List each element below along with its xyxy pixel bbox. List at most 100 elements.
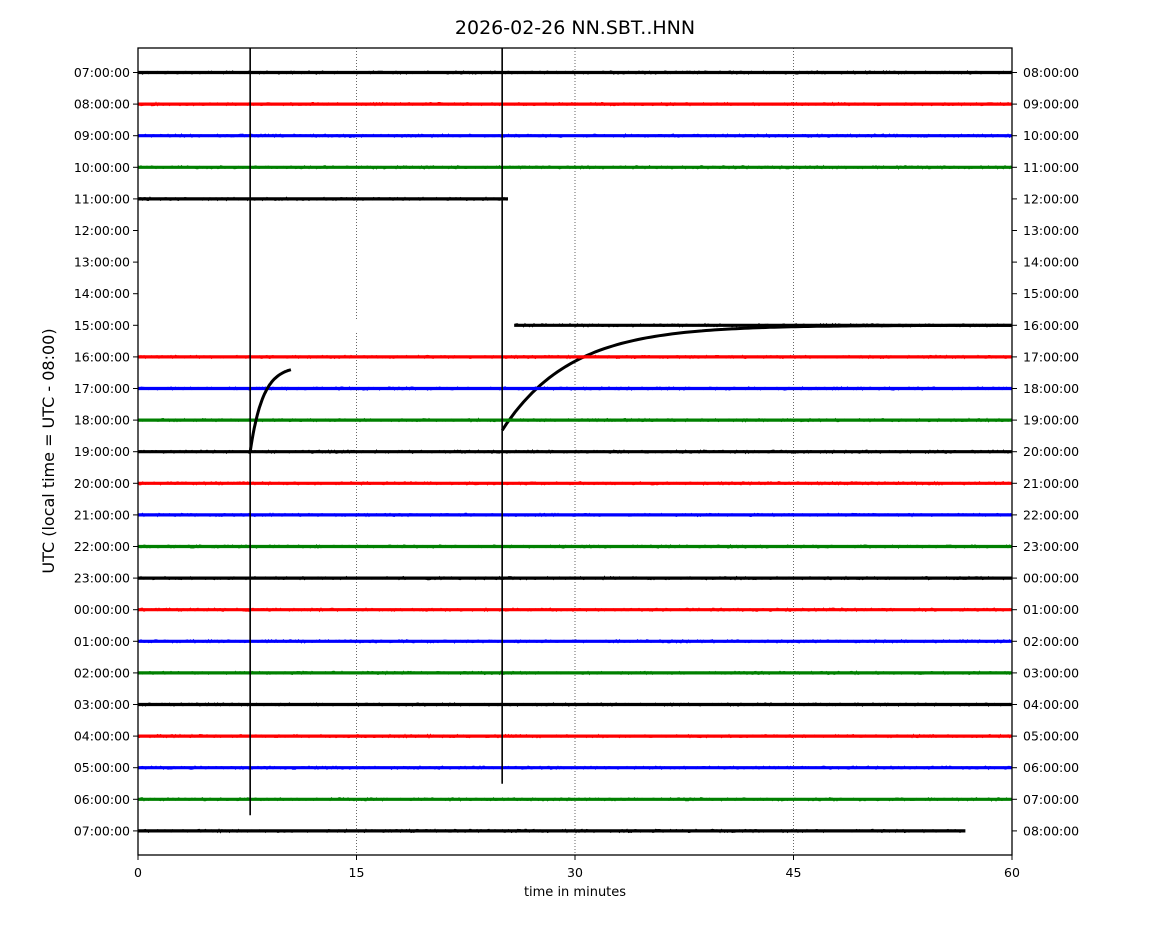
y-tick-label-right: 10:00:00 bbox=[1023, 128, 1079, 143]
y-tick-label-left: 11:00:00 bbox=[74, 191, 130, 206]
trace-noise bbox=[137, 480, 1012, 486]
y-tick-label-left: 14:00:00 bbox=[74, 286, 130, 301]
y-tick-label-left: 02:00:00 bbox=[74, 665, 130, 680]
y-tick-label-right: 00:00:00 bbox=[1023, 571, 1079, 586]
event-markers bbox=[249, 48, 503, 816]
y-tick-label-right: 23:00:00 bbox=[1023, 539, 1079, 554]
y-tick-label-left: 09:00:00 bbox=[74, 128, 130, 143]
y-tick-label-left: 00:00:00 bbox=[74, 602, 130, 617]
trace bbox=[137, 512, 1012, 518]
x-tick-label: 15 bbox=[349, 865, 365, 880]
y-tick-label-left: 07:00:00 bbox=[74, 823, 130, 838]
y-tick-label-right: 04:00:00 bbox=[1023, 697, 1079, 712]
y-tick-label-left: 20:00:00 bbox=[74, 476, 130, 491]
y-tick-label-left: 18:00:00 bbox=[74, 413, 130, 428]
y-tick-label-left: 23:00:00 bbox=[74, 571, 130, 586]
trace-noise bbox=[137, 133, 1012, 139]
x-tick-label: 60 bbox=[1004, 865, 1020, 880]
trace-noise bbox=[137, 70, 1012, 75]
trace bbox=[137, 670, 1012, 676]
trace-noise bbox=[137, 701, 1012, 708]
trace-noise bbox=[137, 354, 1011, 360]
trace bbox=[137, 354, 1012, 360]
trace-noise bbox=[137, 796, 1012, 802]
trace bbox=[137, 164, 1012, 171]
y-tick-label-left: 12:00:00 bbox=[74, 223, 130, 238]
y-axis-label: UTC (local time = UTC - 08:00) bbox=[39, 328, 58, 573]
y-tick-label-right: 08:00:00 bbox=[1023, 823, 1079, 838]
y-tick-label-left: 10:00:00 bbox=[74, 160, 130, 175]
x-tick-label: 30 bbox=[567, 865, 583, 880]
y-tick-label-right: 01:00:00 bbox=[1023, 602, 1079, 617]
y-tick-label-left: 01:00:00 bbox=[74, 634, 130, 649]
y-tick-label-left: 21:00:00 bbox=[74, 507, 130, 522]
trace bbox=[137, 733, 1012, 739]
trace bbox=[138, 368, 1012, 455]
trace-noise bbox=[137, 638, 1012, 644]
y-tick-label-right: 09:00:00 bbox=[1023, 97, 1079, 112]
x-axis-ticks: 0 15 30 45 60 bbox=[134, 855, 1020, 880]
y-tick-label-right: 13:00:00 bbox=[1023, 223, 1079, 238]
x-axis-label: time in minutes bbox=[524, 885, 626, 900]
trace-noise bbox=[137, 733, 1012, 739]
trace-noise bbox=[137, 101, 1012, 107]
y-tick-label-right: 20:00:00 bbox=[1023, 444, 1079, 459]
y-tick-label-left: 22:00:00 bbox=[74, 539, 130, 554]
y-tick-label-left: 16:00:00 bbox=[74, 349, 130, 364]
seismic-traces bbox=[137, 70, 1012, 834]
trace bbox=[137, 196, 508, 202]
trace bbox=[137, 701, 1012, 708]
y-tick-label-left: 08:00:00 bbox=[74, 97, 130, 112]
y-tick-label-right: 06:00:00 bbox=[1023, 760, 1079, 775]
y-tick-label-right: 17:00:00 bbox=[1023, 349, 1079, 364]
y-tick-label-right: 21:00:00 bbox=[1023, 476, 1079, 491]
y-tick-label-left: 03:00:00 bbox=[74, 697, 130, 712]
trace-event-step bbox=[248, 368, 292, 452]
trace bbox=[137, 796, 1012, 802]
trace-noise bbox=[138, 449, 1012, 455]
trace-noise bbox=[137, 765, 1012, 771]
y-tick-label-right: 14:00:00 bbox=[1023, 255, 1079, 270]
y-tick-label-left: 15:00:00 bbox=[74, 318, 130, 333]
trace-noise bbox=[137, 164, 1012, 171]
trace bbox=[137, 417, 1012, 423]
trace-noise bbox=[137, 607, 1012, 613]
trace-noise bbox=[137, 512, 1012, 518]
grid-lines bbox=[356, 48, 794, 855]
y-tick-label-left: 05:00:00 bbox=[74, 760, 130, 775]
trace-noise bbox=[137, 417, 1012, 423]
y-tick-label-right: 03:00:00 bbox=[1023, 665, 1079, 680]
trace-noise bbox=[137, 543, 1012, 550]
trace bbox=[137, 638, 1012, 644]
trace-noise bbox=[137, 385, 1012, 392]
trace bbox=[137, 765, 1012, 771]
y-tick-label-right: 07:00:00 bbox=[1023, 792, 1079, 807]
trace-noise bbox=[137, 575, 1012, 581]
y-tick-label-left: 04:00:00 bbox=[74, 729, 130, 744]
x-tick-label: 0 bbox=[134, 865, 142, 880]
trace-gap-mask bbox=[138, 319, 515, 332]
right-axis-labels: 08:00:00 09:00:00 10:00:00 11:00:00 12:00:00… bbox=[1012, 65, 1079, 838]
trace-event-recovery bbox=[500, 323, 1012, 432]
y-tick-label-right: 18:00:00 bbox=[1023, 381, 1079, 396]
trace bbox=[137, 607, 1012, 613]
trace bbox=[137, 828, 966, 834]
trace-noise bbox=[137, 670, 1012, 676]
left-axis-labels: 07:00:00 08:00:00 09:00:00 10:00:00 11:00:00… bbox=[74, 65, 138, 838]
y-tick-label-left: 19:00:00 bbox=[74, 444, 130, 459]
y-tick-label-left: 06:00:00 bbox=[74, 792, 130, 807]
trace bbox=[137, 480, 1012, 486]
y-tick-label-right: 02:00:00 bbox=[1023, 634, 1079, 649]
y-tick-label-right: 08:00:00 bbox=[1023, 65, 1079, 80]
trace bbox=[137, 70, 1012, 75]
y-tick-label-right: 22:00:00 bbox=[1023, 507, 1079, 522]
x-tick-label: 45 bbox=[786, 865, 802, 880]
y-tick-label-right: 15:00:00 bbox=[1023, 286, 1079, 301]
y-tick-label-right: 16:00:00 bbox=[1023, 318, 1079, 333]
trace bbox=[137, 133, 1012, 139]
trace bbox=[137, 385, 1012, 392]
y-tick-label-right: 11:00:00 bbox=[1023, 160, 1079, 175]
trace-noise bbox=[137, 828, 965, 834]
y-tick-label-right: 05:00:00 bbox=[1023, 729, 1079, 744]
y-tick-label-right: 19:00:00 bbox=[1023, 413, 1079, 428]
